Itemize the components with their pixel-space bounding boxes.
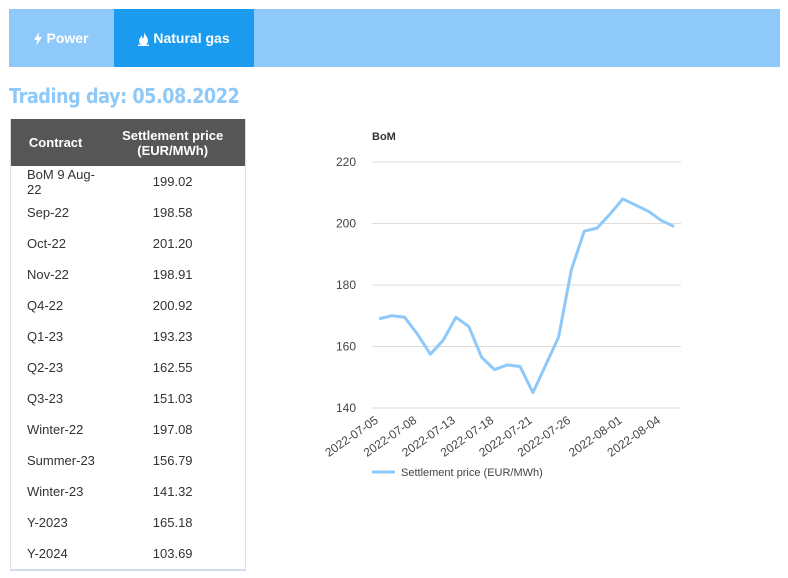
price-cell: 156.79 <box>152 453 193 468</box>
table-row: Summer-23 156.79 <box>11 445 246 476</box>
bolt-icon <box>34 32 43 47</box>
price-cell: 199.02 <box>152 174 193 189</box>
contract-cell: Y-2024 <box>27 546 68 561</box>
price-cell: 198.91 <box>152 267 193 282</box>
price-cell: 141.32 <box>152 484 193 499</box>
price-cell: 162.55 <box>152 360 193 375</box>
table-row: Winter-23 141.32 <box>11 476 246 507</box>
tab[interactable]: Power <box>9 9 114 67</box>
y-tick-label: 140 <box>336 401 356 415</box>
contract-cell: Sep-22 <box>27 205 69 220</box>
y-tick-label: 220 <box>336 155 356 169</box>
contract-cell: Q2-23 <box>27 360 64 375</box>
contract-cell: Winter-22 <box>27 422 84 437</box>
price-cell: 193.23 <box>152 329 193 344</box>
contract-cell: Q3-23 <box>27 391 64 406</box>
price-cell: 198.58 <box>152 205 193 220</box>
price-cell: 103.69 <box>152 546 193 561</box>
table-row: Winter-22 197.08 <box>11 414 246 445</box>
contract-cell: Q4-22 <box>27 298 64 313</box>
contract-cell: Winter-23 <box>27 484 84 499</box>
contract-cell: Y-2023 <box>27 515 68 530</box>
price-cell: 151.03 <box>152 391 193 406</box>
table-row: Q2-23 162.55 <box>11 352 246 383</box>
contract-cell: Oct-22 <box>27 236 67 251</box>
table-row: BoM 9 Aug-22 199.02 <box>11 166 246 197</box>
price-table: Contract Settlement price (EUR/MWh) BoM … <box>10 119 246 571</box>
price-cell: 197.08 <box>152 422 193 437</box>
flame-icon <box>138 32 150 47</box>
line-series <box>378 197 675 395</box>
y-tick-label: 180 <box>336 278 356 292</box>
contract-cell: Summer-23 <box>27 453 95 468</box>
contract-cell: Q1-23 <box>27 329 64 344</box>
table-row: Y-2023 165.18 <box>11 507 246 538</box>
header-cell: Settlement price (EUR/MWh) <box>100 119 246 166</box>
price-cell: 201.20 <box>152 236 193 251</box>
table-row: Y-2024 103.69 <box>11 538 246 570</box>
tab-bar: Power Natural gas <box>9 9 780 67</box>
table-row: Q3-23 151.03 <box>11 383 246 414</box>
trading-day: Trading day: 05.08.2022 <box>9 84 240 108</box>
header-cell: Contract <box>10 119 101 166</box>
table-row: Oct-22 201.20 <box>11 228 246 259</box>
price-cell: 200.92 <box>152 298 193 313</box>
tab[interactable]: Natural gas <box>114 9 254 67</box>
chart-title: BoM <box>372 131 396 143</box>
y-tick-label: 160 <box>336 340 356 354</box>
contract-cell: BoM 9 Aug-22 <box>27 166 95 197</box>
legend-label: Settlement price (EUR/MWh) <box>401 467 543 479</box>
price-cell: 165.18 <box>152 515 193 530</box>
chart: BoM 1401601802002202022-07-052022-07-082… <box>322 131 681 479</box>
y-tick-label: 200 <box>336 217 356 231</box>
table-row: Sep-22 198.58 <box>11 197 246 228</box>
tab-label[interactable]: Power <box>46 30 89 46</box>
table-row: Nov-22 198.91 <box>11 259 246 290</box>
table-row: Q1-23 193.23 <box>11 321 246 352</box>
table-row: Q4-22 200.92 <box>11 290 246 321</box>
contract-cell: Nov-22 <box>27 267 69 282</box>
tab-label[interactable]: Natural gas <box>153 30 230 46</box>
